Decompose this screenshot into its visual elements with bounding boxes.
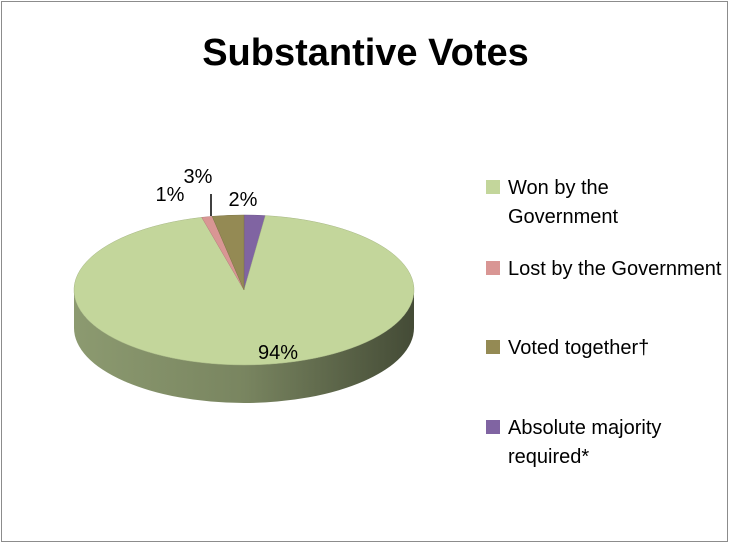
slice-side-won: [74, 290, 414, 403]
legend-label-lost: Lost by the Government: [508, 258, 722, 280]
data-label-lost: 1%: [156, 184, 185, 206]
legend-label-won: Won by the Government: [508, 177, 619, 228]
legend-label-voted-together: Voted together†: [508, 337, 650, 359]
legend-swatch-absolute-majority: [486, 420, 500, 434]
chart-title: Substantive Votes: [202, 32, 529, 74]
data-label-voted-together: 3%: [184, 166, 213, 188]
legend-swatch-won: [486, 180, 500, 194]
data-label-absolute-majority: 2%: [229, 189, 258, 211]
legend-swatch-voted-together: [486, 340, 500, 354]
legend-swatch-lost: [486, 261, 500, 275]
legend-label-absolute-majority: Absolute majority required*: [508, 417, 662, 468]
data-label-won: 94%: [258, 342, 298, 364]
slice-voted-together: [211, 214, 245, 291]
slice-won: [73, 215, 415, 366]
